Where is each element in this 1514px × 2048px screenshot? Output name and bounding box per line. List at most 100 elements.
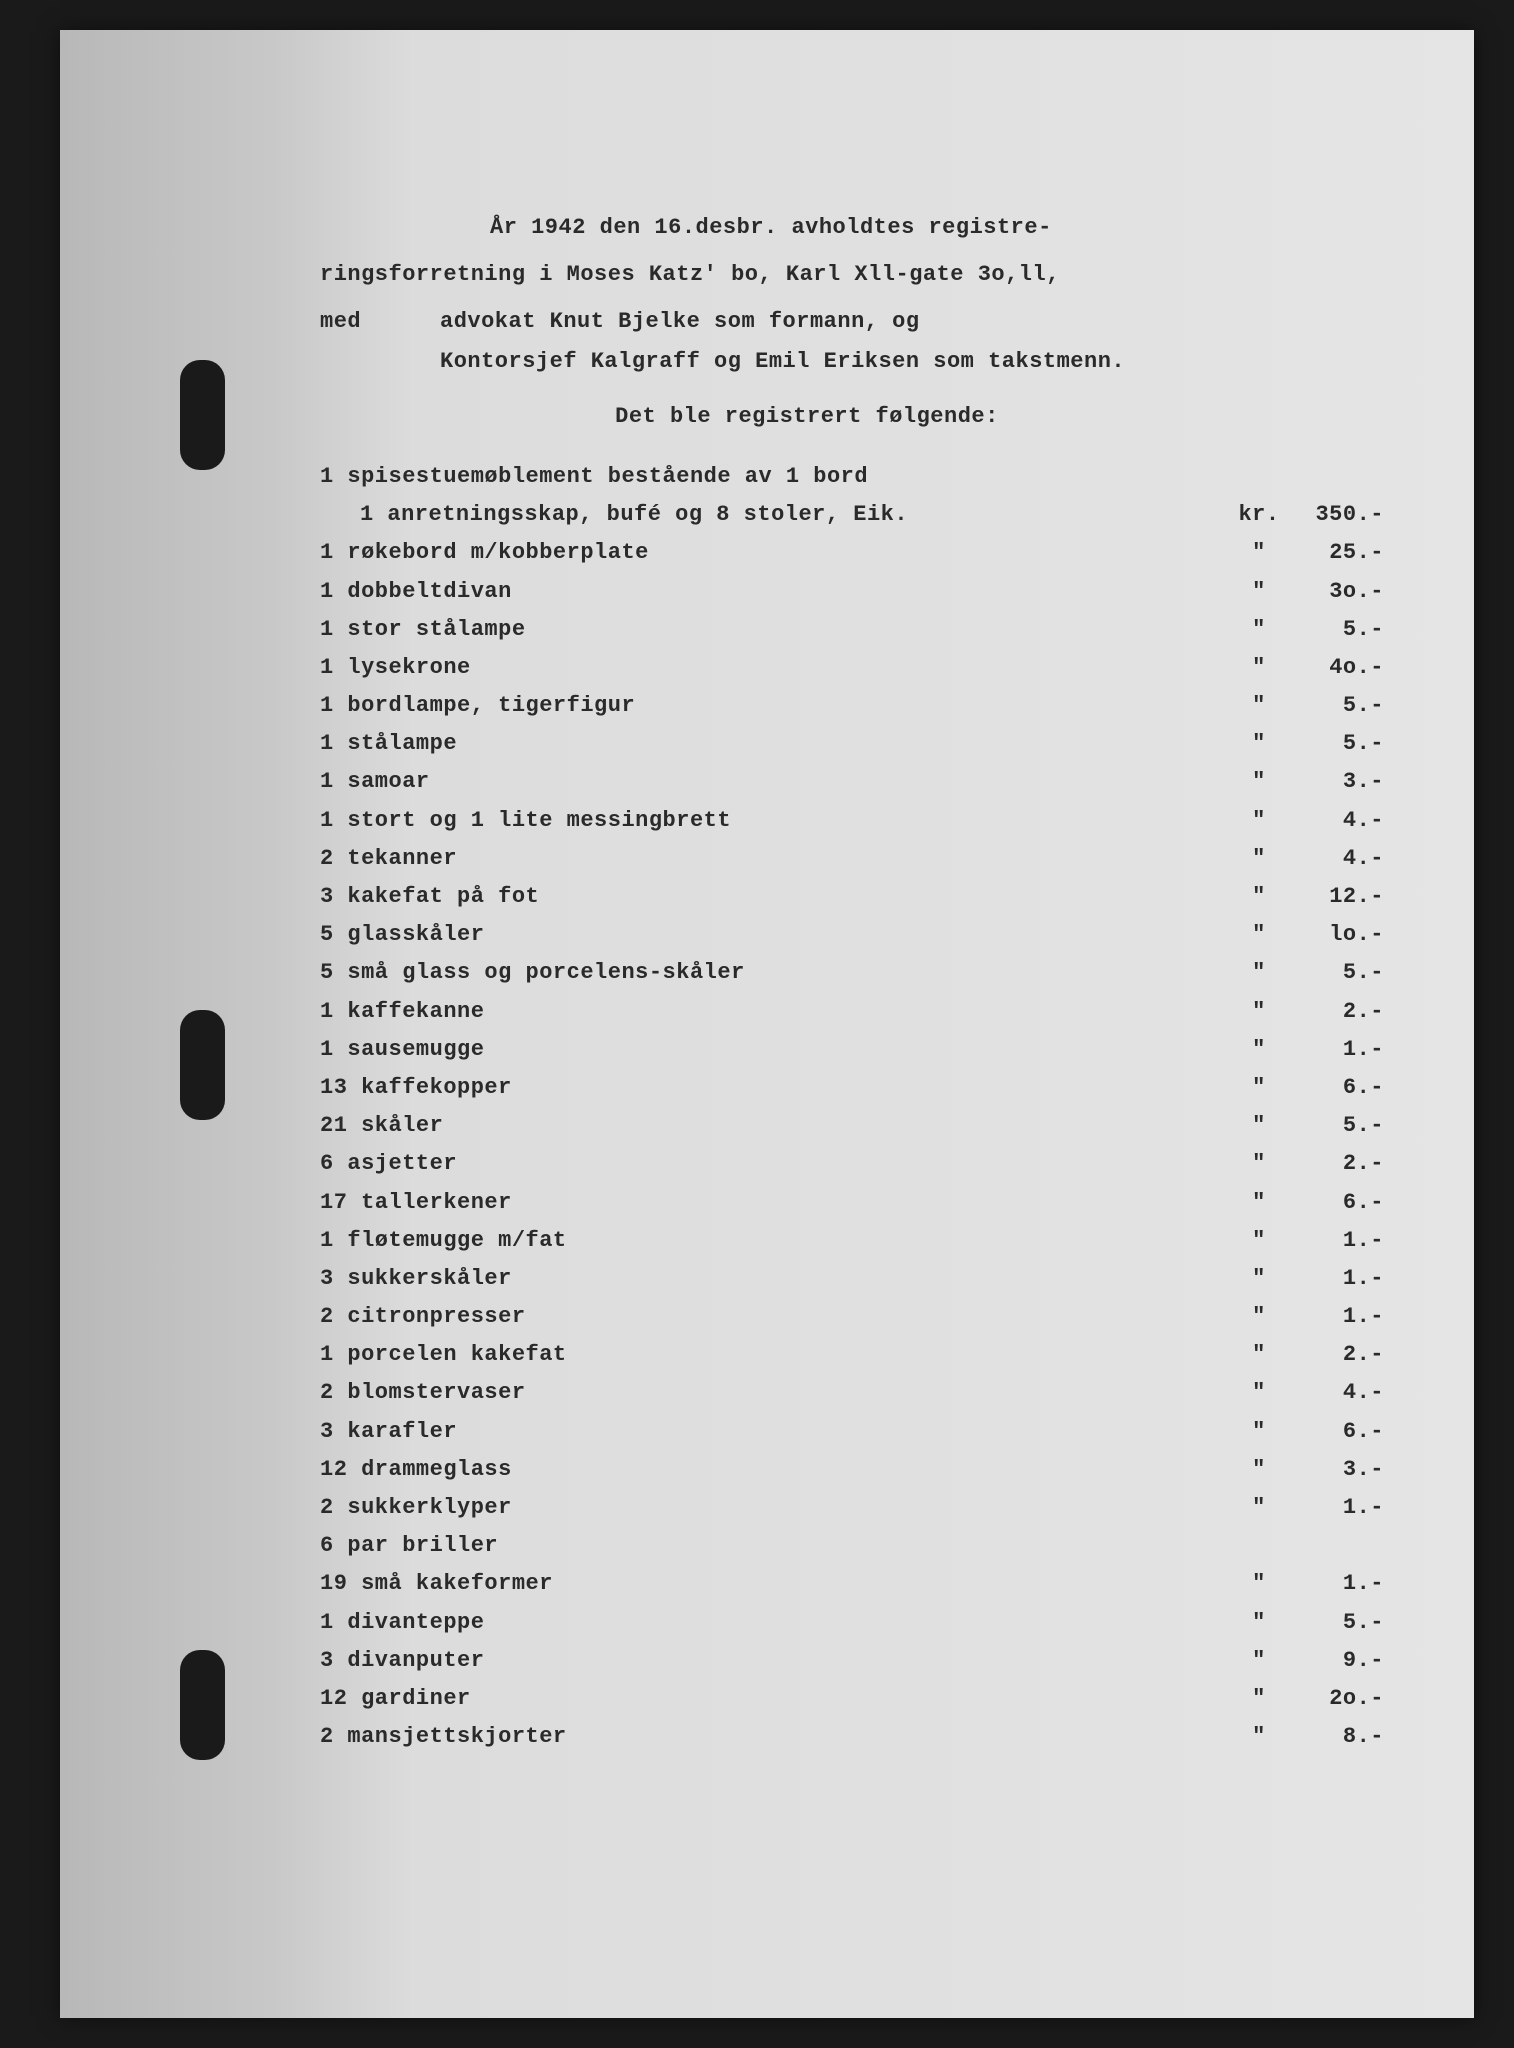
item-row: 1 bordlampe, tigerfigur"5.- — [320, 688, 1394, 723]
item-currency: " — [1224, 1108, 1294, 1143]
item-currency: " — [1224, 1337, 1294, 1372]
item-desc: 12 drammeglass — [320, 1452, 1224, 1487]
item-price: 4o.- — [1294, 650, 1394, 685]
item-row: 1 kaffekanne"2.- — [320, 994, 1394, 1029]
item-currency: " — [1224, 650, 1294, 685]
item-row: 2 tekanner"4.- — [320, 841, 1394, 876]
item-currency: " — [1224, 535, 1294, 570]
binding-hole-icon — [180, 1650, 225, 1760]
item-price: 3.- — [1294, 1452, 1394, 1487]
item-currency: kr. — [1224, 497, 1294, 532]
item-currency: " — [1224, 726, 1294, 761]
item-row: 1 divanteppe"5.- — [320, 1605, 1394, 1640]
item-currency: " — [1224, 955, 1294, 990]
item-desc: 2 sukkerklyper — [320, 1490, 1224, 1525]
item-currency: " — [1224, 803, 1294, 838]
item-desc: 6 par briller — [320, 1528, 1224, 1563]
item-desc: 5 glasskåler — [320, 917, 1224, 952]
med-label: med — [320, 304, 440, 339]
item-row: 2 mansjettskjorter"8.- — [320, 1719, 1394, 1754]
item-desc: 1 bordlampe, tigerfigur — [320, 688, 1224, 723]
item-price: 6.- — [1294, 1070, 1394, 1105]
item-row: 19 små kakeformer"1.- — [320, 1566, 1394, 1601]
item-price: 5.- — [1294, 726, 1394, 761]
item-price: 6.- — [1294, 1185, 1394, 1220]
item-price: 4.- — [1294, 841, 1394, 876]
item-desc: 1 dobbeltdivan — [320, 574, 1224, 609]
item-desc: 1 stort og 1 lite messingbrett — [320, 803, 1224, 838]
item-desc: 5 små glass og porcelens-skåler — [320, 955, 1224, 990]
item-price: 2.- — [1294, 994, 1394, 1029]
item-row: 21 skåler"5.- — [320, 1108, 1394, 1143]
item-price: 5.- — [1294, 688, 1394, 723]
item-row: 1 stor stålampe"5.- — [320, 612, 1394, 647]
item-currency: " — [1224, 1070, 1294, 1105]
subtitle: Det ble registrert følgende: — [220, 399, 1394, 434]
item-desc: 2 tekanner — [320, 841, 1224, 876]
binding-hole-icon — [180, 360, 225, 470]
binding-hole-icon — [180, 1010, 225, 1120]
item-currency: " — [1224, 994, 1294, 1029]
item-row: 2 sukkerklyper"1.- — [320, 1490, 1394, 1525]
item-desc: 3 karafler — [320, 1414, 1224, 1449]
item-row: 12 gardiner"2o.- — [320, 1681, 1394, 1716]
item-desc: 1 stålampe — [320, 726, 1224, 761]
item-desc: 1 fløtemugge m/fat — [320, 1223, 1224, 1258]
item-price: 1.- — [1294, 1223, 1394, 1258]
item-desc: 12 gardiner — [320, 1681, 1224, 1716]
item-currency: " — [1224, 1223, 1294, 1258]
item-row: 1 lysekrone"4o.- — [320, 650, 1394, 685]
item-price: 8.- — [1294, 1719, 1394, 1754]
item-desc: 1 spisestuemøblement bestående av 1 bord — [320, 459, 1224, 494]
med-text-2: Kontorsjef Kalgraff og Emil Eriksen som … — [440, 344, 1394, 379]
item-row: 1 porcelen kakefat"2.- — [320, 1337, 1394, 1372]
intro-line1: År 1942 den 16.desbr. avholdtes registre… — [320, 210, 1394, 245]
item-currency: " — [1224, 1490, 1294, 1525]
item-price: 6.- — [1294, 1414, 1394, 1449]
item-currency: " — [1224, 574, 1294, 609]
item-currency: " — [1224, 1681, 1294, 1716]
item-price: 350.- — [1294, 497, 1394, 532]
item-row: 12 drammeglass"3.- — [320, 1452, 1394, 1487]
item-currency: " — [1224, 1261, 1294, 1296]
item-desc: 1 sausemugge — [320, 1032, 1224, 1067]
intro-line2: ringsforretning i Moses Katz' bo, Karl X… — [320, 257, 1394, 292]
item-row: 5 glasskåler"lo.- — [320, 917, 1394, 952]
item-desc: 21 skåler — [320, 1108, 1224, 1143]
item-price: 2o.- — [1294, 1681, 1394, 1716]
item-price: 1.- — [1294, 1490, 1394, 1525]
item-row: 17 tallerkener"6.- — [320, 1185, 1394, 1220]
item-desc: 1 kaffekanne — [320, 994, 1224, 1029]
item-desc: 17 tallerkener — [320, 1185, 1224, 1220]
item-desc: 2 mansjettskjorter — [320, 1719, 1224, 1754]
item-price: 2.- — [1294, 1337, 1394, 1372]
item-currency: " — [1224, 1032, 1294, 1067]
item-currency: " — [1224, 1719, 1294, 1754]
item-row: 1 anretningsskap, bufé og 8 stoler, Eik.… — [320, 497, 1394, 532]
item-currency: " — [1224, 917, 1294, 952]
item-desc: 1 stor stålampe — [320, 612, 1224, 647]
item-desc: 3 sukkerskåler — [320, 1261, 1224, 1296]
item-currency: " — [1224, 879, 1294, 914]
item-row: 2 citronpresser"1.- — [320, 1299, 1394, 1334]
item-price: 1.- — [1294, 1261, 1394, 1296]
item-desc: 2 citronpresser — [320, 1299, 1224, 1334]
document-content: År 1942 den 16.desbr. avholdtes registre… — [320, 210, 1394, 1754]
item-row: 1 sausemugge"1.- — [320, 1032, 1394, 1067]
item-price: 1.- — [1294, 1299, 1394, 1334]
item-price: 3.- — [1294, 764, 1394, 799]
item-desc: 1 divanteppe — [320, 1605, 1224, 1640]
item-price: 9.- — [1294, 1643, 1394, 1678]
item-row: 1 stålampe"5.- — [320, 726, 1394, 761]
item-currency: " — [1224, 841, 1294, 876]
med-row-2: Kontorsjef Kalgraff og Emil Eriksen som … — [320, 344, 1394, 379]
item-row: 1 spisestuemøblement bestående av 1 bord — [320, 459, 1394, 494]
item-price: 5.- — [1294, 955, 1394, 990]
item-desc: 2 blomstervaser — [320, 1375, 1224, 1410]
item-price: 3o.- — [1294, 574, 1394, 609]
item-currency: " — [1224, 1414, 1294, 1449]
item-price: 5.- — [1294, 612, 1394, 647]
item-currency: " — [1224, 1452, 1294, 1487]
item-currency: " — [1224, 1185, 1294, 1220]
item-desc: 13 kaffekopper — [320, 1070, 1224, 1105]
